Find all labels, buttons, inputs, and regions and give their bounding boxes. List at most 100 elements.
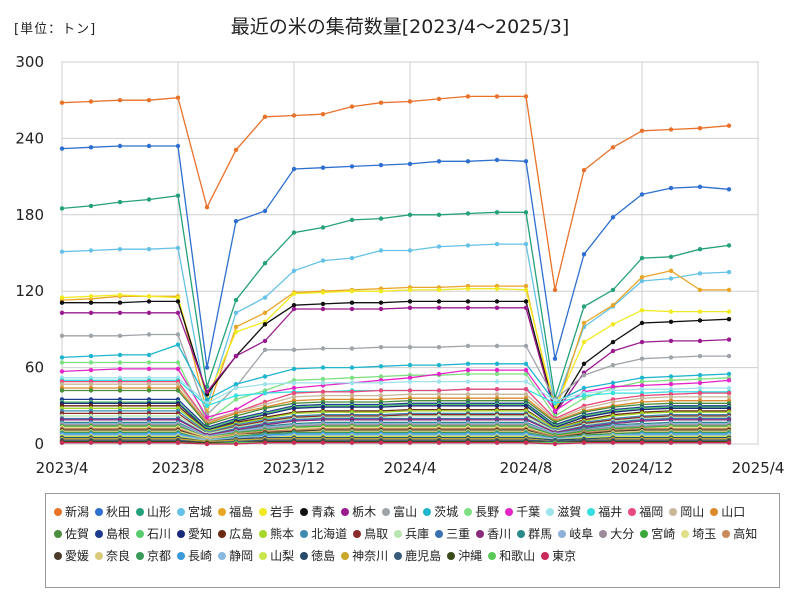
series-山形: [59, 193, 732, 401]
data-point: [407, 388, 413, 393]
y-tick-label: 240: [15, 129, 44, 147]
legend-marker-icon: [95, 507, 104, 516]
data-point: [378, 306, 384, 312]
legend-item: 福島: [218, 504, 253, 520]
data-point: [59, 300, 65, 305]
data-point: [726, 187, 732, 192]
data-point: [668, 268, 674, 273]
data-point: [175, 360, 181, 365]
data-point: [581, 339, 587, 345]
data-point: [581, 385, 587, 391]
legend-item: 岡山: [669, 504, 704, 520]
data-point: [639, 192, 645, 197]
data-point: [639, 440, 645, 445]
y-tick-label: 60: [25, 359, 44, 377]
data-point: [697, 126, 703, 131]
series-line: [62, 422, 729, 438]
data-point: [233, 324, 239, 330]
data-point: [726, 440, 732, 445]
data-point: [726, 243, 732, 248]
series-line: [61, 243, 730, 409]
legend-label: 福島: [229, 505, 254, 519]
series-line: [62, 435, 729, 443]
series-line: [61, 368, 730, 419]
data-point: [436, 440, 442, 445]
unit-label: [単位：トン]: [14, 22, 97, 37]
data-point: [291, 291, 297, 296]
legend-marker-icon: [546, 507, 555, 516]
data-point: [378, 300, 384, 305]
series-line: [62, 402, 729, 431]
data-point: [59, 146, 65, 151]
legend-marker-icon: [136, 529, 145, 538]
data-point: [117, 199, 123, 205]
legend-item: 宮城: [177, 504, 212, 520]
series-line: [62, 431, 729, 441]
legend-item: 山梨: [259, 548, 294, 564]
data-point: [88, 310, 94, 315]
legend-label: 大分: [610, 527, 635, 541]
data-point: [349, 375, 355, 380]
legend-item: 高知: [722, 526, 757, 542]
legend-item: 和歌山: [488, 548, 535, 564]
data-point: [291, 166, 297, 172]
grid-layer: [61, 61, 759, 445]
legend-item: 鹿児島: [394, 548, 441, 564]
series-line: [62, 300, 730, 414]
data-point: [378, 393, 384, 398]
series-line: [62, 430, 729, 440]
y-tick-label: 0: [34, 435, 44, 453]
data-point: [146, 294, 152, 299]
data-point: [59, 249, 65, 254]
data-point: [291, 230, 297, 235]
series-line: [62, 383, 729, 424]
legend-marker-icon: [435, 529, 444, 538]
data-point: [494, 403, 500, 408]
data-point: [262, 322, 268, 327]
data-point: [117, 366, 123, 372]
legend-marker-icon: [640, 529, 649, 538]
data-point: [668, 309, 674, 314]
data-point: [320, 404, 326, 410]
data-point: [407, 99, 413, 104]
data-point: [175, 332, 181, 337]
data-point: [552, 441, 558, 447]
data-point: [436, 287, 442, 293]
data-point: [465, 361, 471, 366]
series-秋田: [59, 143, 732, 370]
data-point: [378, 345, 384, 350]
data-point: [407, 287, 413, 293]
data-point: [117, 143, 123, 149]
data-point: [59, 369, 65, 374]
series-line: [62, 410, 729, 434]
data-point: [436, 96, 442, 102]
legend-item: 愛知: [177, 526, 212, 542]
data-point: [697, 184, 703, 189]
data-point: [175, 342, 181, 347]
data-point: [610, 215, 616, 220]
data-point: [320, 393, 326, 398]
legend-label: 新潟: [65, 505, 90, 519]
legend-label: 鹿児島: [405, 549, 442, 563]
legend-marker-icon: [54, 507, 62, 516]
data-point: [320, 376, 326, 382]
legend-label: 千葉: [516, 505, 541, 519]
legend-marker-icon: [95, 529, 104, 538]
series-富山: [59, 332, 732, 417]
data-point: [494, 299, 500, 304]
data-point: [494, 379, 500, 384]
data-point: [262, 114, 268, 120]
data-point: [349, 164, 355, 169]
data-point: [349, 289, 355, 294]
legend-label: 宮城: [188, 505, 213, 519]
y-tick-label: 180: [15, 206, 44, 224]
legend-label: 徳島: [311, 549, 336, 563]
data-point: [726, 371, 732, 377]
data-point: [146, 366, 152, 372]
data-point: [262, 208, 268, 214]
legend-marker-icon: [599, 529, 608, 538]
series-line: [62, 421, 729, 438]
data-point: [88, 388, 94, 393]
data-point: [146, 440, 152, 445]
legend-label: 富山: [393, 505, 418, 519]
